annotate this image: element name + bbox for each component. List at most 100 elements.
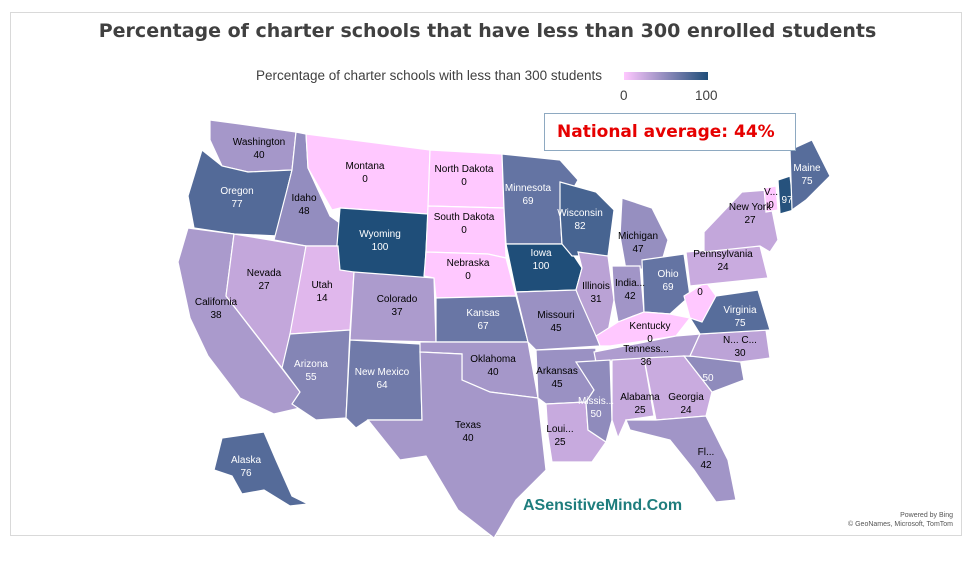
- state-ny[interactable]: [703, 189, 779, 253]
- state-name-mo: Missouri: [537, 310, 574, 321]
- state-name-ak: Alaska: [231, 455, 261, 466]
- state-value-wa: 40: [253, 150, 265, 161]
- state-value-in: 42: [624, 291, 636, 302]
- state-name-ks: Kansas: [466, 308, 499, 319]
- state-label-sd: South Dakota 0: [434, 212, 495, 236]
- state-name-az: Arizona: [294, 359, 328, 370]
- map-title: Percentage of charter schools that have …: [98, 20, 877, 42]
- state-value-ak: 76: [240, 468, 252, 479]
- state-mt[interactable]: [305, 133, 431, 215]
- state-name-ne: Nebraska: [447, 258, 490, 269]
- state-name-nm: New Mexico: [355, 367, 410, 378]
- credit-line-2: © GeoNames, Microsoft, TomTom: [848, 521, 953, 528]
- state-value-tn: 36: [640, 357, 652, 368]
- state-label-vt: V... 0: [764, 187, 778, 211]
- state-value-mo: 45: [550, 323, 562, 334]
- state-name-tn: Tenness...: [623, 344, 669, 355]
- state-nh[interactable]: [777, 175, 795, 215]
- state-ak[interactable]: [213, 431, 311, 507]
- state-name-ky: Kentucky: [629, 321, 670, 332]
- legend-min: 0: [620, 88, 628, 103]
- state-name-wi: Wisconsin: [557, 208, 603, 219]
- state-label-nv: Nevada 27: [247, 268, 282, 292]
- state-label-me: Maine 75: [793, 163, 821, 187]
- state-name-vt: V...: [764, 187, 778, 198]
- state-value-ms: 50: [590, 409, 602, 420]
- state-wi[interactable]: [559, 181, 615, 257]
- state-label-mn: Minnesota 69: [505, 183, 552, 207]
- state-name-la: Loui...: [546, 424, 573, 435]
- state-label-ak: Alaska 76: [231, 455, 261, 479]
- state-value-sc: 50: [702, 373, 714, 384]
- legend-label: Percentage of charter schools with less …: [256, 68, 602, 83]
- state-label-al: Alabama 25: [620, 392, 660, 416]
- state-label-la: Loui... 25: [546, 424, 573, 448]
- state-label-wv: 0: [697, 287, 703, 298]
- state-label-wi: Wisconsin 82: [557, 208, 603, 232]
- state-name-pa: Pennsylvania: [693, 249, 753, 260]
- state-nc[interactable]: [689, 329, 771, 363]
- state-name-oh: Ohio: [657, 269, 679, 280]
- state-label-ms: Missis... 50: [578, 396, 614, 420]
- state-value-nm: 64: [376, 380, 388, 391]
- state-value-mt: 0: [362, 174, 368, 185]
- state-value-tx: 40: [462, 433, 474, 444]
- state-me[interactable]: [789, 139, 831, 212]
- state-name-nd: North Dakota: [435, 164, 494, 175]
- state-value-la: 25: [554, 437, 566, 448]
- state-label-ar: Arkansas 45: [536, 366, 578, 390]
- state-name-ny: New York: [729, 202, 772, 213]
- state-label-ky: Kentucky 0: [629, 321, 670, 345]
- state-name-ca: California: [195, 297, 238, 308]
- state-label-tn: Tenness... 36: [623, 344, 669, 368]
- legend-max: 100: [695, 88, 718, 103]
- state-label-sc: 50: [702, 373, 714, 384]
- state-label-or: Oregon 77: [220, 186, 253, 210]
- state-label-nh: 97: [781, 195, 793, 206]
- state-name-mt: Montana: [346, 161, 385, 172]
- map-credit: Powered by Bing © GeoNames, Microsoft, T…: [848, 511, 953, 529]
- state-ga[interactable]: [643, 355, 713, 421]
- state-tx[interactable]: [366, 351, 547, 539]
- state-value-mn: 69: [522, 196, 534, 207]
- state-label-va: Virginia 75: [723, 305, 757, 329]
- state-value-ky: 0: [647, 334, 653, 345]
- state-label-in: India... 42: [615, 278, 645, 302]
- state-oh[interactable]: [641, 253, 691, 315]
- state-value-mi: 47: [632, 244, 644, 255]
- state-label-tx: Texas 40: [455, 420, 481, 444]
- state-fl[interactable]: [625, 415, 737, 503]
- state-name-wy: Wyoming: [359, 229, 401, 240]
- state-name-ut: Utah: [311, 280, 332, 291]
- state-value-il: 31: [590, 294, 602, 305]
- state-value-ut: 14: [316, 293, 328, 304]
- state-value-nh: 97: [781, 195, 793, 206]
- state-label-mi: Michigan 47: [618, 231, 658, 255]
- state-label-co: Colorado 37: [377, 294, 418, 318]
- state-name-ia: Iowa: [530, 248, 552, 259]
- state-label-pa: Pennsylvania 24: [693, 249, 753, 273]
- state-name-nv: Nevada: [247, 268, 282, 279]
- state-label-mo: Missouri 45: [537, 310, 574, 334]
- state-vt[interactable]: [763, 185, 779, 213]
- credit-line-1: Powered by Bing: [900, 512, 953, 519]
- state-name-ms: Missis...: [578, 396, 614, 407]
- state-name-va: Virginia: [723, 305, 757, 316]
- state-value-va: 75: [734, 318, 746, 329]
- state-ks[interactable]: [435, 295, 529, 343]
- state-value-oh: 69: [662, 282, 674, 293]
- state-label-ne: Nebraska 0: [447, 258, 490, 282]
- state-value-ar: 45: [551, 379, 563, 390]
- state-name-il: Illinois: [582, 281, 610, 292]
- state-value-al: 25: [634, 405, 646, 416]
- state-label-id: Idaho 48: [291, 193, 316, 217]
- state-value-nc: 30: [734, 348, 746, 359]
- state-value-ny: 27: [744, 215, 756, 226]
- state-value-nv: 27: [258, 281, 270, 292]
- state-value-pa: 24: [717, 262, 729, 273]
- state-ms[interactable]: [574, 359, 613, 443]
- state-value-me: 75: [801, 176, 813, 187]
- state-name-co: Colorado: [377, 294, 418, 305]
- state-value-ga: 24: [680, 405, 692, 416]
- state-name-me: Maine: [793, 163, 821, 174]
